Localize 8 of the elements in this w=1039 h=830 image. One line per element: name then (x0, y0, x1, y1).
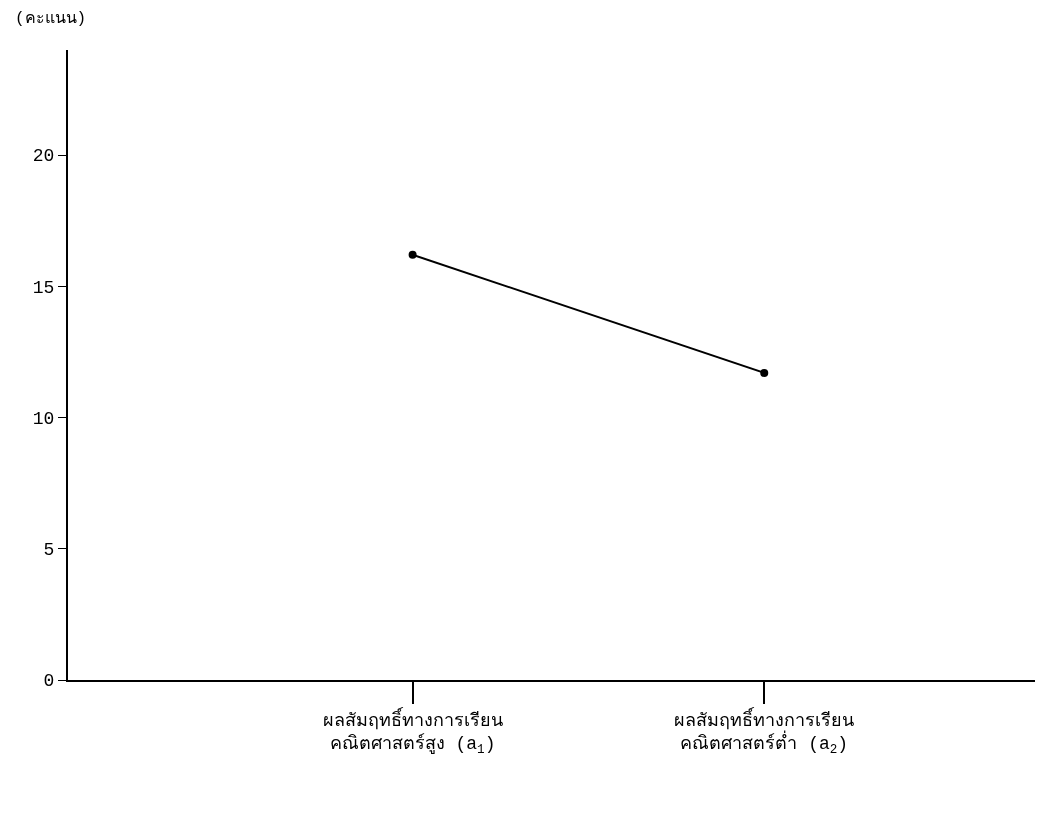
y-tick-label: 5 (43, 540, 55, 561)
y-axis-title: (คะแนน) (15, 10, 87, 28)
x-tick-label: ผลสัมฤทธิ์ทางการเรียน คณิตศาสตร์สูง (a$_{1}$) (322, 705, 503, 757)
y-tick-label: 15 (32, 277, 55, 298)
y-tick-label: 10 (32, 408, 55, 429)
y-tick-label: 20 (32, 146, 55, 167)
x-tick-label: ผลสัมฤทธิ์ทางการเรียน คณิตศาสตร์ต่ำ (a$_{2}$) (674, 705, 855, 757)
y-tick-label: 0 (43, 671, 55, 692)
